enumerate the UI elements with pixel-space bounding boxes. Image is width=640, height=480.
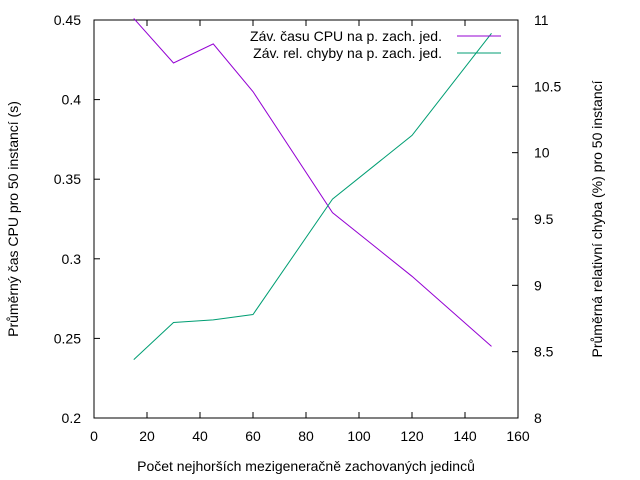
x-tick-label: 120 bbox=[400, 428, 424, 444]
x-axis-label: Počet nejhorších mezigeneračně zachovaný… bbox=[137, 458, 475, 474]
y-tick-label: 0.2 bbox=[62, 410, 82, 426]
y2-tick-label: 8.5 bbox=[534, 344, 554, 360]
y2-axis-ticks: 8 8.5 9 9.5 10 10.5 11 bbox=[512, 12, 561, 426]
series-line-1 bbox=[133, 18, 492, 347]
y-tick-label: 0.4 bbox=[62, 92, 82, 108]
series-layer bbox=[133, 18, 492, 360]
y2-tick-label: 9.5 bbox=[534, 211, 554, 227]
axes bbox=[93, 19, 519, 419]
legend-label-2: Záv. rel. chyby na p. zach. jed. bbox=[253, 45, 442, 61]
y-tick-label: 0.3 bbox=[62, 251, 82, 267]
x-tick-label: 60 bbox=[245, 428, 261, 444]
x-tick-label: 40 bbox=[192, 428, 208, 444]
legend: Záv. času CPU na p. zach. jed.Záv. rel. … bbox=[250, 28, 501, 61]
series-line-2 bbox=[133, 32, 492, 360]
y-axis-label: Průměrný čas CPU pro 50 instancí (s) bbox=[5, 101, 21, 337]
x-tick-label: 140 bbox=[453, 428, 477, 444]
x-tick-label: 80 bbox=[298, 428, 314, 444]
y2-tick-label: 8 bbox=[534, 410, 542, 426]
y2-axis-label: Průměrná relativní chyba (%) pro 50 inst… bbox=[589, 80, 605, 357]
y-tick-label: 0.45 bbox=[54, 12, 81, 28]
x-tick-label: 0 bbox=[90, 428, 98, 444]
y2-tick-label: 11 bbox=[534, 12, 549, 28]
x-tick-label: 160 bbox=[506, 428, 530, 444]
y2-tick-label: 9 bbox=[534, 277, 542, 293]
legend-label-1: Záv. času CPU na p. zach. jed. bbox=[250, 28, 442, 44]
plot-frame bbox=[93, 19, 519, 419]
y-axis-ticks: 0.2 0.25 0.3 0.35 0.4 0.45 bbox=[54, 12, 100, 426]
x-axis-ticks: 0 20 40 60 80 100 120 140 160 bbox=[90, 20, 530, 444]
y-tick-label: 0.25 bbox=[54, 330, 81, 346]
x-tick-label: 20 bbox=[139, 428, 155, 444]
y-tick-label: 0.35 bbox=[54, 171, 81, 187]
y2-tick-label: 10.5 bbox=[534, 78, 561, 94]
x-tick-label: 100 bbox=[347, 428, 371, 444]
y2-tick-label: 10 bbox=[534, 145, 550, 161]
